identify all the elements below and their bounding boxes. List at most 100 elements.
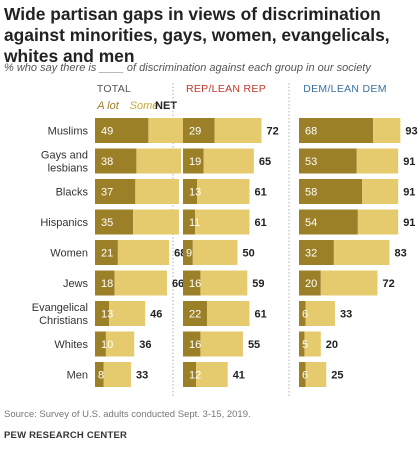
legend-some: Some [130,100,159,112]
bar-alot [299,209,358,235]
value-alot: 32 [305,248,317,260]
value-alot: 6 [302,370,308,382]
bar-some [304,331,321,357]
bar-some [206,301,250,326]
category-label: Gays and [41,150,88,162]
bar-some [194,209,250,235]
chart-title: Wide partisan gaps in views of discrimin… [4,4,390,66]
value-alot: 58 [305,187,317,199]
bar-alot [95,301,110,326]
category-label: lesbians [48,163,89,175]
bar-some [135,179,179,204]
category-label: Evangelical [32,302,88,314]
value-alot: 8 [98,370,104,382]
bar-alot [183,331,201,357]
bar-alot [183,179,198,204]
bar-some [305,362,327,387]
value-alot: 6 [302,309,308,321]
panel-header-0: TOTAL [97,83,131,95]
value-net: 65 [259,156,271,168]
value-alot: 49 [101,126,113,138]
value-net: 72 [266,126,278,138]
organization-name: PEW RESEARCH CENTER [4,430,128,441]
value-alot: 37 [101,187,113,199]
bar-alot [183,301,207,326]
value-net: 91 [403,187,415,199]
bar-some [356,148,399,174]
bar-alot [299,240,334,265]
bar-alot [95,240,118,265]
bar-alot [183,118,215,143]
bar-some [114,270,167,296]
value-net: 83 [394,248,406,260]
category-label: Christians [39,315,88,327]
panel-header-2: DEM/LEAN DEM [303,83,387,95]
value-net: 20 [326,339,338,351]
bar-some [200,331,243,357]
value-alot: 9 [186,248,192,260]
bar-alot [183,240,193,265]
bar-some [103,362,131,387]
category-label: Men [67,370,88,382]
bar-alot [95,179,136,204]
bar-alot [299,362,306,387]
value-alot: 54 [305,217,317,229]
value-net: 55 [248,339,260,351]
value-net: 66 [172,278,184,290]
bar-alot [95,362,104,387]
bar-some [148,118,186,143]
panel-header-1: REP/LEAN REP [186,83,266,95]
value-net: 33 [340,309,352,321]
value-alot: 22 [189,309,201,321]
value-net: 72 [382,278,394,290]
value-alot: 11 [189,217,200,229]
value-net: 36 [139,339,151,351]
bar-some [333,240,390,265]
value-net: 25 [331,370,343,382]
bar-some [196,362,228,387]
bar-alot [183,362,197,387]
category-label: Muslims [48,126,89,138]
value-alot: 10 [101,339,113,351]
bar-alot [299,270,321,296]
category-label: Blacks [56,187,89,199]
category-label: Jews [63,278,89,290]
bar-some [133,209,179,235]
value-alot: 13 [189,187,201,199]
bar-alot [299,331,305,357]
value-alot: 35 [101,217,113,229]
bar-alot [299,301,306,326]
value-net: 93 [405,126,417,138]
bar-some [200,270,248,296]
category-label: Women [50,248,88,260]
bar-alot [95,148,137,174]
value-net: 61 [254,217,266,229]
bar-some [305,301,335,326]
value-alot: 29 [189,126,201,138]
bar-some [362,179,399,204]
value-net: 50 [243,248,255,260]
bar-alot [95,270,115,296]
bar-alot [183,270,201,296]
bar-alot [299,179,363,204]
bar-some [320,270,378,296]
value-alot: 68 [305,126,317,138]
value-net: 41 [233,370,245,382]
value-alot: 18 [101,278,113,290]
value-alot: 20 [305,278,317,290]
value-alot: 21 [101,248,113,260]
value-net: 59 [252,278,264,290]
value-alot: 19 [189,156,201,168]
value-net: 46 [150,309,162,321]
value-alot: 12 [189,370,201,382]
bar-some [197,179,250,204]
chart-subtitle: % who say there is ____ of discriminatio… [4,62,371,74]
bar-some [117,240,170,265]
value-alot: 16 [189,339,201,351]
value-net: 33 [136,370,148,382]
legend-alot: A lot [96,100,120,112]
value-alot: 16 [189,278,201,290]
bar-some [203,148,254,174]
bar-alot [183,148,204,174]
value-net: 61 [254,309,266,321]
